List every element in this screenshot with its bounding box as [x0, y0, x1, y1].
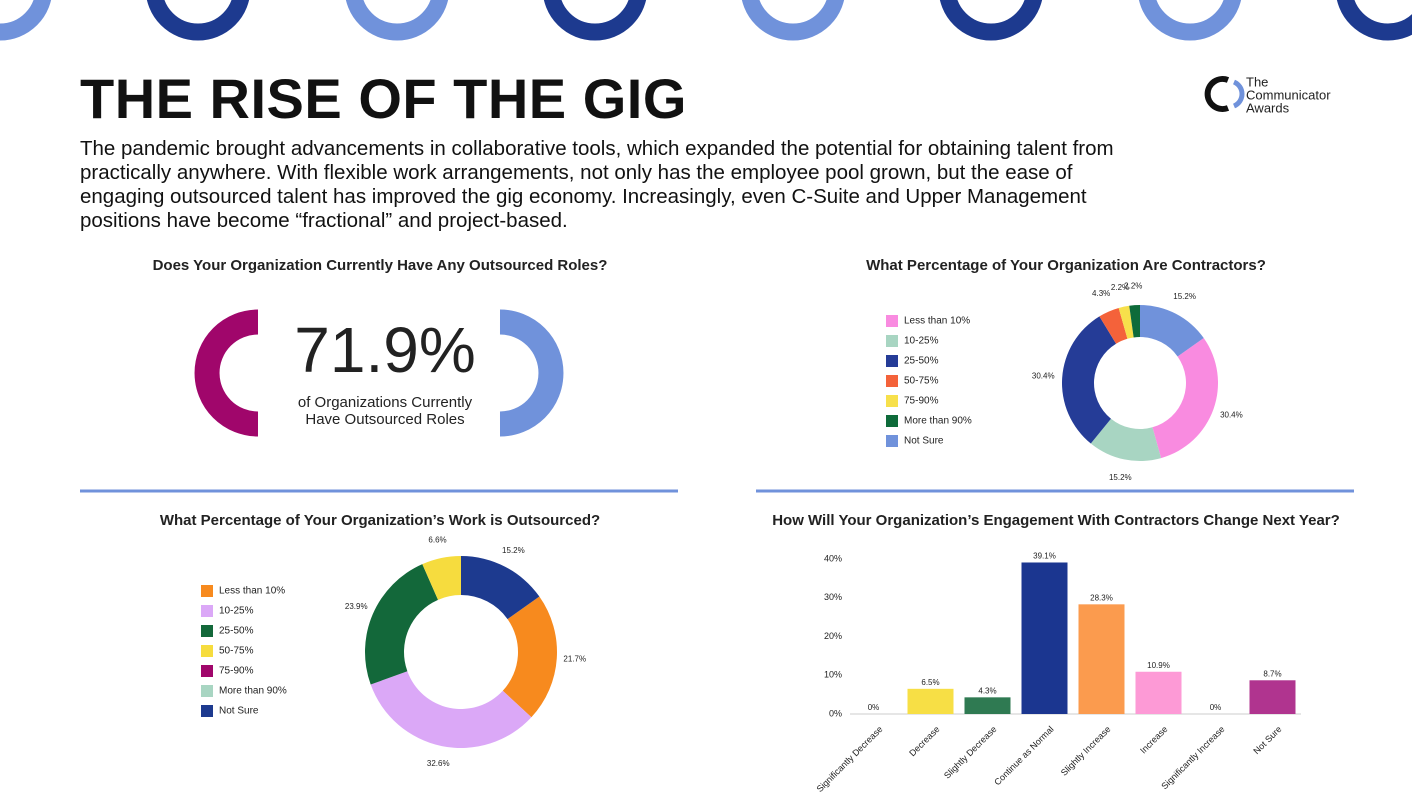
- legend-label: Not Sure: [904, 436, 944, 447]
- legend-label: Less than 10%: [904, 316, 970, 327]
- data-label: 32.6%: [427, 759, 450, 768]
- legend-label: 25-50%: [904, 356, 939, 367]
- legend-label: 50-75%: [219, 646, 254, 657]
- x-tick-label: Not Sure: [1251, 724, 1283, 756]
- x-tick-label: Increase: [1138, 724, 1169, 755]
- stat-figure: 71.9%: [294, 314, 475, 386]
- stat-ring: [499, 309, 564, 437]
- data-label: 30.4%: [1032, 372, 1055, 381]
- data-label: 2.2%: [1124, 281, 1142, 290]
- donut-slice: [1118, 305, 1134, 339]
- logo-text: The: [1246, 74, 1268, 89]
- stat-caption: of Organizations Currently: [298, 394, 473, 411]
- data-label: 6.6%: [428, 536, 446, 545]
- y-tick-label: 20%: [824, 631, 842, 641]
- stat-caption: Have Outsourced Roles: [305, 411, 464, 428]
- donut-slice: [1140, 305, 1204, 357]
- legend-swatch: [886, 315, 898, 327]
- intro-text: The pandemic brought advancements in col…: [80, 137, 1114, 232]
- donut-slice: [1099, 307, 1128, 344]
- data-label: 15.2%: [1173, 292, 1196, 301]
- legend-label: More than 90%: [219, 686, 287, 697]
- x-tick-label: Significantly Increase: [1159, 724, 1226, 791]
- decor-rings: [0, 0, 1412, 41]
- legend-swatch: [201, 685, 213, 697]
- x-tick-label: Decrease: [907, 724, 941, 758]
- bar: [964, 697, 1011, 714]
- legend-label: 50-75%: [904, 376, 939, 387]
- donut-slice: [1062, 316, 1117, 444]
- data-label: 6.5%: [921, 678, 939, 687]
- legend-swatch: [886, 355, 898, 367]
- bar: [1249, 680, 1296, 714]
- data-label: 30.4%: [1220, 411, 1243, 420]
- logo-mark: [1204, 76, 1230, 112]
- legend-label: 75-90%: [219, 666, 254, 677]
- data-label: 21.7%: [563, 655, 586, 664]
- chart-title: What Percentage of Your Organization’s W…: [160, 512, 600, 529]
- legend-label: 10-25%: [904, 336, 939, 347]
- logo-mark: [1232, 79, 1245, 109]
- legend-swatch: [201, 645, 213, 657]
- donut-slice: [461, 556, 540, 620]
- bar: [1135, 671, 1182, 714]
- donut-slice: [1152, 338, 1218, 459]
- data-label: 4.3%: [1092, 289, 1110, 298]
- donut-slice: [1129, 305, 1140, 338]
- data-label: 4.3%: [978, 686, 996, 695]
- chart-title: What Percentage of Your Organization Are…: [866, 257, 1266, 274]
- logo-text: Communicator: [1246, 87, 1331, 102]
- data-label: 39.1%: [1033, 552, 1056, 561]
- x-tick-label: Continue as Normal: [992, 724, 1055, 787]
- legend-label: 75-90%: [904, 396, 939, 407]
- x-tick-label: Slightly Decrease: [942, 724, 999, 781]
- data-label: 0%: [868, 703, 880, 712]
- legend-swatch: [886, 435, 898, 447]
- legend-swatch: [201, 585, 213, 597]
- logo-text: Awards: [1246, 100, 1290, 115]
- data-label: 28.3%: [1090, 593, 1113, 602]
- legend-swatch: [201, 705, 213, 717]
- donut-slice: [370, 671, 532, 749]
- y-tick-label: 30%: [824, 592, 842, 602]
- legend-label: 25-50%: [219, 626, 254, 637]
- y-tick-label: 10%: [824, 670, 842, 680]
- chart-title: How Will Your Organization’s Engagement …: [772, 512, 1340, 529]
- legend-label: Not Sure: [219, 706, 259, 717]
- data-label: 2.2%: [1111, 283, 1129, 292]
- legend-label: More than 90%: [904, 416, 972, 427]
- stat-ring: [194, 309, 259, 437]
- legend-swatch: [201, 665, 213, 677]
- y-tick-label: 0%: [829, 708, 842, 718]
- bar: [1021, 562, 1068, 714]
- stat-title: Does Your Organization Currently Have An…: [153, 257, 608, 274]
- legend-label: 10-25%: [219, 606, 254, 617]
- data-label: 0%: [1210, 703, 1222, 712]
- legend-label: Less than 10%: [219, 586, 285, 597]
- y-tick-label: 40%: [824, 553, 842, 563]
- page-title: THE RISE OF THE GIG: [80, 67, 687, 130]
- donut-slice: [364, 564, 439, 685]
- legend-swatch: [886, 335, 898, 347]
- donut-slice: [1090, 418, 1162, 462]
- data-label: 23.9%: [345, 602, 368, 611]
- bar: [907, 688, 954, 714]
- donut-slice: [422, 556, 461, 600]
- data-label: 8.7%: [1263, 669, 1281, 678]
- legend-swatch: [201, 605, 213, 617]
- x-tick-label: Significantly Decrease: [815, 724, 885, 794]
- legend-swatch: [886, 375, 898, 387]
- legend-swatch: [886, 415, 898, 427]
- legend-swatch: [201, 625, 213, 637]
- legend-swatch: [886, 395, 898, 407]
- data-label: 15.2%: [1109, 473, 1132, 482]
- bar: [1078, 604, 1125, 714]
- donut-slice: [502, 596, 557, 718]
- data-label: 15.2%: [502, 546, 525, 555]
- data-label: 10.9%: [1147, 661, 1170, 670]
- x-tick-label: Slightly Increase: [1059, 724, 1113, 778]
